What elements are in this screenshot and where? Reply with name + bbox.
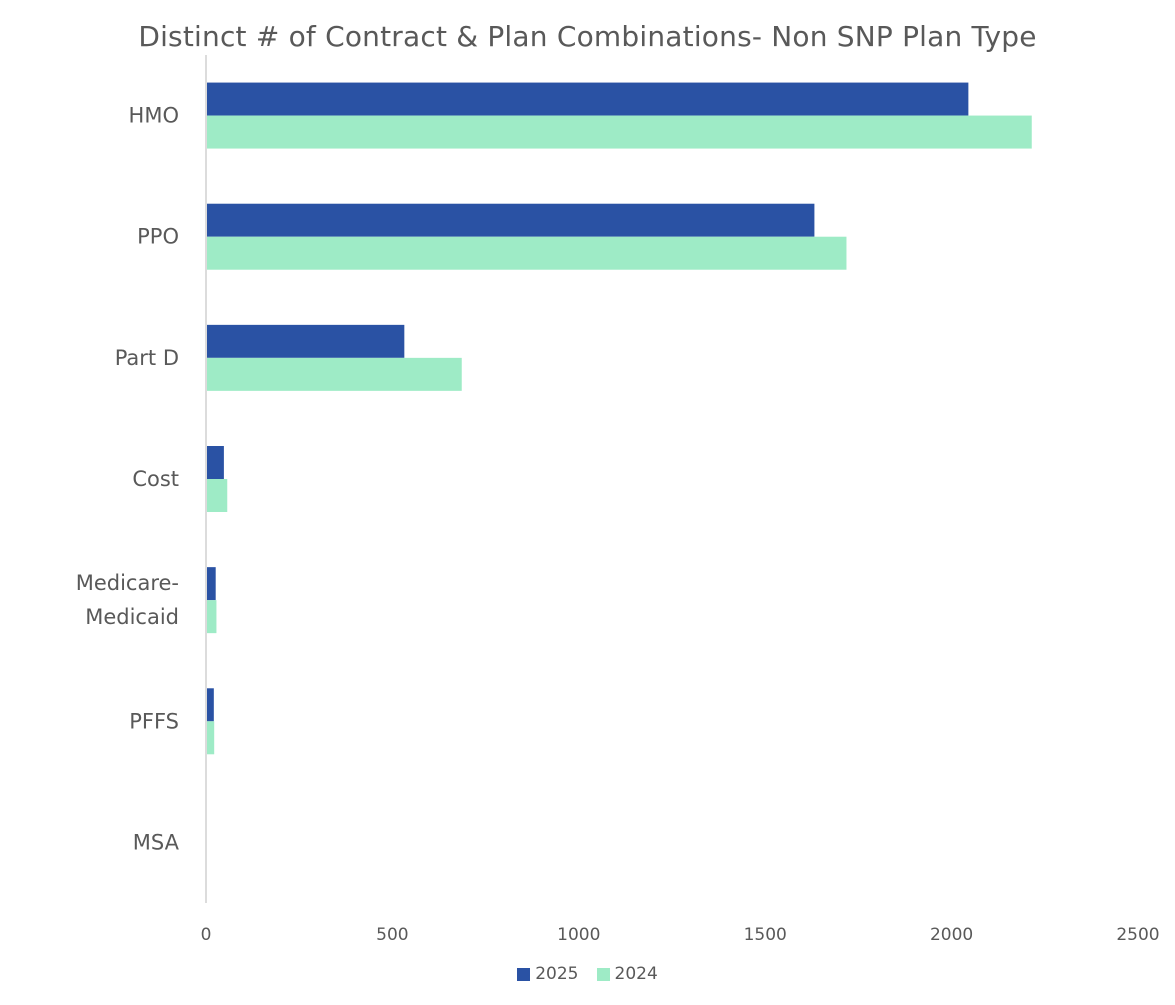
bar-ppo-2024 (207, 236, 847, 270)
bar-part-d-2024 (207, 357, 462, 391)
legend-swatch-2024 (596, 967, 610, 981)
bar-cost-2024 (207, 479, 228, 512)
bar-ppo-2025 (207, 203, 815, 237)
category-label-msa: MSA (133, 830, 180, 854)
bar-pffs-2025 (207, 688, 214, 722)
category-label-part-d: Part D (115, 346, 179, 370)
x-tick-label-0: 0 (201, 925, 212, 945)
bar-part-d-2025 (207, 324, 405, 358)
bar-medicare-medicaid-2024 (207, 600, 217, 634)
x-tick-label-2500: 2500 (1116, 925, 1159, 945)
x-tick-label-1500: 1500 (744, 925, 787, 945)
category-label-medicare-medicaid: Medicare-Medicaid (76, 571, 179, 629)
legend-item-2025: 2025 (517, 964, 579, 984)
bar-cost-2025 (207, 446, 224, 479)
x-tick-label-500: 500 (376, 925, 408, 945)
category-label-pffs: PFFS (129, 709, 179, 733)
bar-hmo-2024 (207, 115, 1032, 149)
legend: 2025 2024 (0, 964, 1175, 984)
category-labels: HMO PPO Part D Cost Medicare-Medicaid PFFS MSA (76, 104, 180, 855)
x-tick-label-1000: 1000 (557, 925, 600, 945)
bars-group (207, 82, 1032, 755)
category-label-cost: Cost (132, 467, 179, 491)
chart-title: Distinct # of Contract & Plan Combinatio… (138, 20, 1037, 53)
bar-pffs-2024 (207, 721, 215, 755)
bar-hmo-2025 (207, 82, 969, 116)
x-tick-label-2000: 2000 (930, 925, 973, 945)
legend-label-2024: 2024 (614, 964, 658, 984)
category-label-hmo: HMO (129, 104, 179, 128)
legend-item-2024: 2024 (596, 964, 658, 984)
category-label-ppo: PPO (137, 225, 179, 249)
legend-label-2025: 2025 (535, 964, 579, 984)
x-tick-labels: 0 500 1000 1500 2000 2500 (201, 925, 1160, 945)
legend-swatch-2025 (517, 967, 531, 981)
bar-medicare-medicaid-2025 (207, 567, 216, 601)
